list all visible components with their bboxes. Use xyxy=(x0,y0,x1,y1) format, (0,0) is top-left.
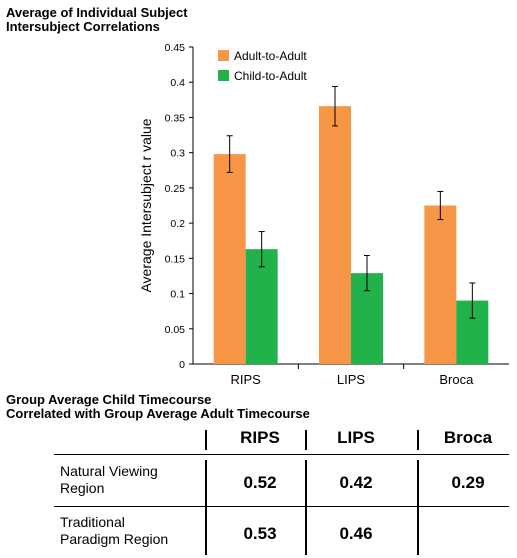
legend-swatch xyxy=(218,50,229,61)
y-tick-label: 0.05 xyxy=(165,324,186,336)
chart-title: Average of Individual Subject Intersubje… xyxy=(6,6,188,34)
chart-title-line-1: Average of Individual Subject xyxy=(6,5,188,20)
table-cell: 0.46 xyxy=(339,524,373,543)
y-tick-label: 0.2 xyxy=(170,218,185,230)
table-col-header: Broca xyxy=(443,428,493,447)
table-divider xyxy=(205,430,207,450)
x-category-label: RIPS xyxy=(230,372,261,387)
table-cell: 0.52 xyxy=(243,473,277,492)
bar-broca-adult-to-adult xyxy=(424,205,457,364)
bar-rips-adult-to-adult xyxy=(213,154,246,364)
chart-title-line-2: Intersubject Correlations xyxy=(6,19,160,34)
legend-label: Adult-to-Adult xyxy=(234,49,307,63)
table-row-label: Traditional Paradigm Region xyxy=(60,514,169,547)
bar-lips-adult-to-adult xyxy=(319,106,351,364)
table-col-header: RIPS xyxy=(240,428,280,447)
table-divider xyxy=(417,430,419,450)
legend-label: Child-to-Adult xyxy=(234,69,307,83)
y-tick-label: 0.15 xyxy=(165,253,186,265)
y-tick-label: 0.25 xyxy=(165,183,186,195)
table-divider xyxy=(205,460,207,555)
table-cell: 0.53 xyxy=(243,524,277,543)
table-row-label: Natural Viewing Region xyxy=(60,463,158,496)
table-title: Group Average Child Timecourse Correlate… xyxy=(6,393,310,421)
x-category-label: LIPS xyxy=(337,372,366,387)
table-rule xyxy=(54,454,509,455)
table-divider xyxy=(305,460,307,555)
table-col-header: LIPS xyxy=(337,428,375,447)
y-tick-label: 0.4 xyxy=(170,77,185,89)
y-axis-title: Average Intersubject r value xyxy=(138,118,154,292)
y-tick-label: 0.45 xyxy=(165,42,186,54)
y-tick-label: 0.35 xyxy=(165,112,186,124)
y-tick-label: 0.3 xyxy=(170,148,185,160)
table-divider xyxy=(305,430,307,450)
y-tick-label: 0 xyxy=(179,359,185,371)
bar-chart: 0 0.05 0.1 0.15 0.2 0.25 0.3 0.35 0.4 0.45 RIPS LIP… xyxy=(138,42,509,387)
table-title-line-1: Group Average Child Timecourse xyxy=(6,392,212,407)
table-cell: 0.42 xyxy=(339,473,373,492)
table-cell: 0.29 xyxy=(451,473,485,492)
legend-swatch xyxy=(218,70,229,81)
x-category-label: Broca xyxy=(439,372,474,387)
table-title-line-2: Correlated with Group Average Adult Time… xyxy=(6,406,310,421)
bar-rips-child-to-adult xyxy=(245,249,278,364)
table-rule xyxy=(54,506,509,507)
table-divider xyxy=(417,460,419,555)
y-tick-label: 0.1 xyxy=(170,289,185,301)
